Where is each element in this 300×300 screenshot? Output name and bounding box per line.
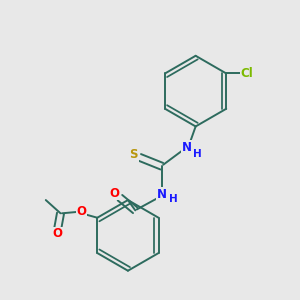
Text: S: S bbox=[130, 148, 138, 161]
Text: H: H bbox=[169, 194, 177, 205]
Text: O: O bbox=[52, 227, 63, 240]
Text: N: N bbox=[182, 141, 192, 154]
Text: Cl: Cl bbox=[241, 67, 253, 80]
Text: H: H bbox=[193, 148, 202, 158]
Text: O: O bbox=[110, 187, 120, 200]
Text: N: N bbox=[157, 188, 167, 201]
Text: O: O bbox=[76, 205, 86, 218]
